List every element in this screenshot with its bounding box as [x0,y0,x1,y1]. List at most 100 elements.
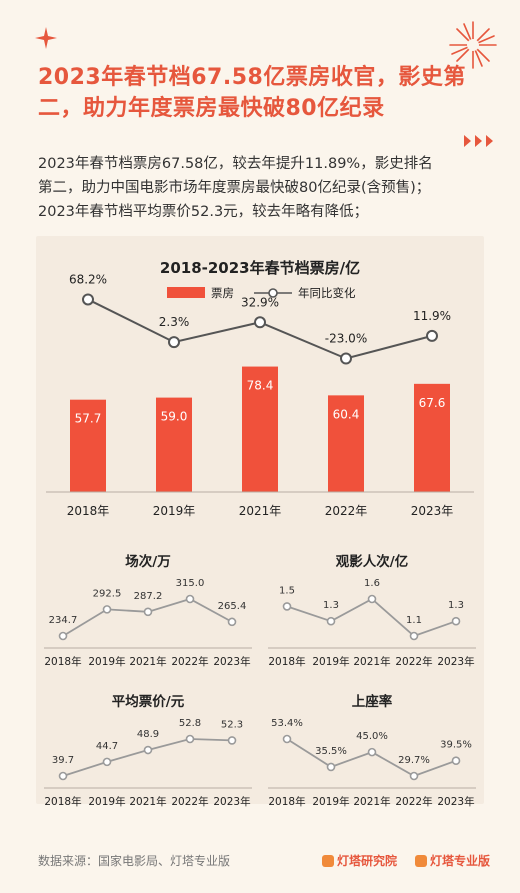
yoy-point [168,336,180,349]
description-line-2: 第二，助力中国电影市场年度票房最快破80亿纪录(含预售)； [38,180,431,196]
occupancy-rate-chart: 上座率 53.4% 2018年 35.5% 2019年 45.0% 2021年 29.7% 20… [268,693,476,808]
x-tick-label: 2018年 [268,795,305,808]
bar-value-label: 59.0 [161,410,188,424]
yoy-point [82,293,94,306]
trend-value-label: 44.7 [96,741,118,752]
x-tick-label: 2023年 [437,655,474,668]
yoy-point [426,329,438,342]
x-tick-label: 2022年 [395,795,432,808]
trend-value-label: 52.3 [221,719,243,730]
bar-value-label: 67.6 [419,396,446,410]
trend-line [286,597,457,638]
trend-point [282,734,292,744]
trend-value-label: 39.5% [440,740,472,751]
yoy-value-label: -23.0% [325,331,367,345]
bar-value-label: 57.7 [75,412,102,426]
x-tick-label: 2023年 [213,655,250,668]
trend-point [227,736,237,745]
trend-point [185,594,195,604]
avg-ticket-price-chart: 平均票价/元 39.7 2018年 44.7 2019年 48.9 2021年 52.8 202… [44,693,252,808]
trend-value-label: 287.2 [134,591,163,602]
bar-box-office [414,383,450,492]
x-tick-label: 2019年 [312,795,349,808]
trend-point [102,757,112,767]
trend-point [409,631,419,641]
bar-value-label: 60.4 [333,407,360,421]
trend-value-label: 53.4% [271,718,303,729]
brand-dengta-pro-label: 灯塔专业版 [430,854,491,868]
brand-dengta-research-label: 灯塔研究院 [337,854,398,868]
yoy-value-label: 2.3% [159,315,190,329]
small-chart-title: 观影人次/亿 [336,553,408,570]
trend-point [58,771,68,781]
decorative-arrows-icon [464,135,493,147]
trend-point [102,605,112,614]
legend-line-marker [268,288,278,298]
trend-value-label: 292.5 [93,588,122,599]
trend-value-label: 1.3 [448,600,464,611]
x-tick-label: 2018年 [44,655,81,668]
trend-point [143,607,153,617]
trend-value-label: 52.8 [179,718,201,729]
bar-box-office [328,395,364,492]
trend-value-label: 234.7 [49,615,78,626]
bar-value-label: 78.4 [247,379,274,393]
lighthouse-icon [322,855,334,867]
yoy-point [254,316,266,329]
x-tick-label: 2019年 [88,655,125,668]
brand-dengta-pro: 灯塔专业版 [415,852,490,869]
x-tick-label: 2021年 [129,795,166,808]
x-tick-label: 2018年 [67,504,110,518]
trend-point [367,747,377,757]
x-tick-label: 2023年 [213,795,250,808]
trend-point [367,594,377,604]
trend-value-label: 48.9 [137,729,159,740]
x-tick-label: 2021年 [129,655,166,668]
trend-line [62,598,233,637]
x-tick-label: 2018年 [44,795,81,808]
x-tick-label: 2023年 [411,504,454,518]
trend-value-label: 1.6 [364,578,380,589]
admissions-chart: 观影人次/亿 1.5 2018年 1.3 2019年 1.6 2021年 1.1 2022年 1.… [268,553,476,668]
trend-line [286,738,457,777]
legend-line-label: 年同比变化 [298,286,356,300]
lighthouse-pro-icon [415,855,427,867]
small-chart-title: 场次/万 [125,553,170,570]
trend-value-label: 1.5 [279,585,295,596]
decorative-sparkle-icon [35,27,57,49]
screenings-chart: 场次/万 234.7 2018年 292.5 2019年 287.2 2021年 315.0 2… [44,553,252,668]
x-tick-label: 2018年 [268,655,305,668]
main-chart-legend: 票房 年同比变化 [167,286,356,300]
trend-point [451,616,461,626]
trend-point [58,631,68,641]
trend-point [185,734,195,744]
brand-dengta-research: 灯塔研究院 [322,852,397,869]
x-tick-label: 2022年 [395,655,432,668]
trend-point [282,602,292,611]
bar-box-office [242,366,278,492]
small-chart-title: 平均票价/元 [112,693,185,710]
trend-value-label: 29.7% [398,755,430,766]
trend-point [409,771,419,781]
x-tick-label: 2021年 [353,655,390,668]
x-tick-label: 2022年 [325,504,368,518]
main-box-office-chart: 2018-2023年春节档票房/亿 票房 年同比变化 57.7 59.0 78.4 6… [46,259,474,518]
yoy-value-label: 32.9% [241,295,279,309]
description-line-3: 2023年春节档平均票价52.3元，较去年略有降低； [38,204,369,220]
data-source: 数据来源：国家电影局、灯塔专业版 [38,854,231,868]
x-tick-label: 2021年 [353,795,390,808]
trend-value-label: 39.7 [52,755,74,766]
legend-bar-label: 票房 [211,286,234,300]
trend-point [326,762,336,772]
bar-box-office [70,399,106,492]
yoy-value-label: 11.9% [413,309,451,323]
x-tick-label: 2023年 [437,795,474,808]
trend-value-label: 265.4 [218,601,247,612]
trend-point [326,616,336,626]
trend-point [451,756,461,766]
trend-value-label: 45.0% [356,731,388,742]
x-tick-label: 2022年 [171,655,208,668]
legend-bar-swatch [167,287,205,298]
small-chart-title: 上座率 [352,693,393,710]
trend-value-label: 1.1 [406,615,422,626]
